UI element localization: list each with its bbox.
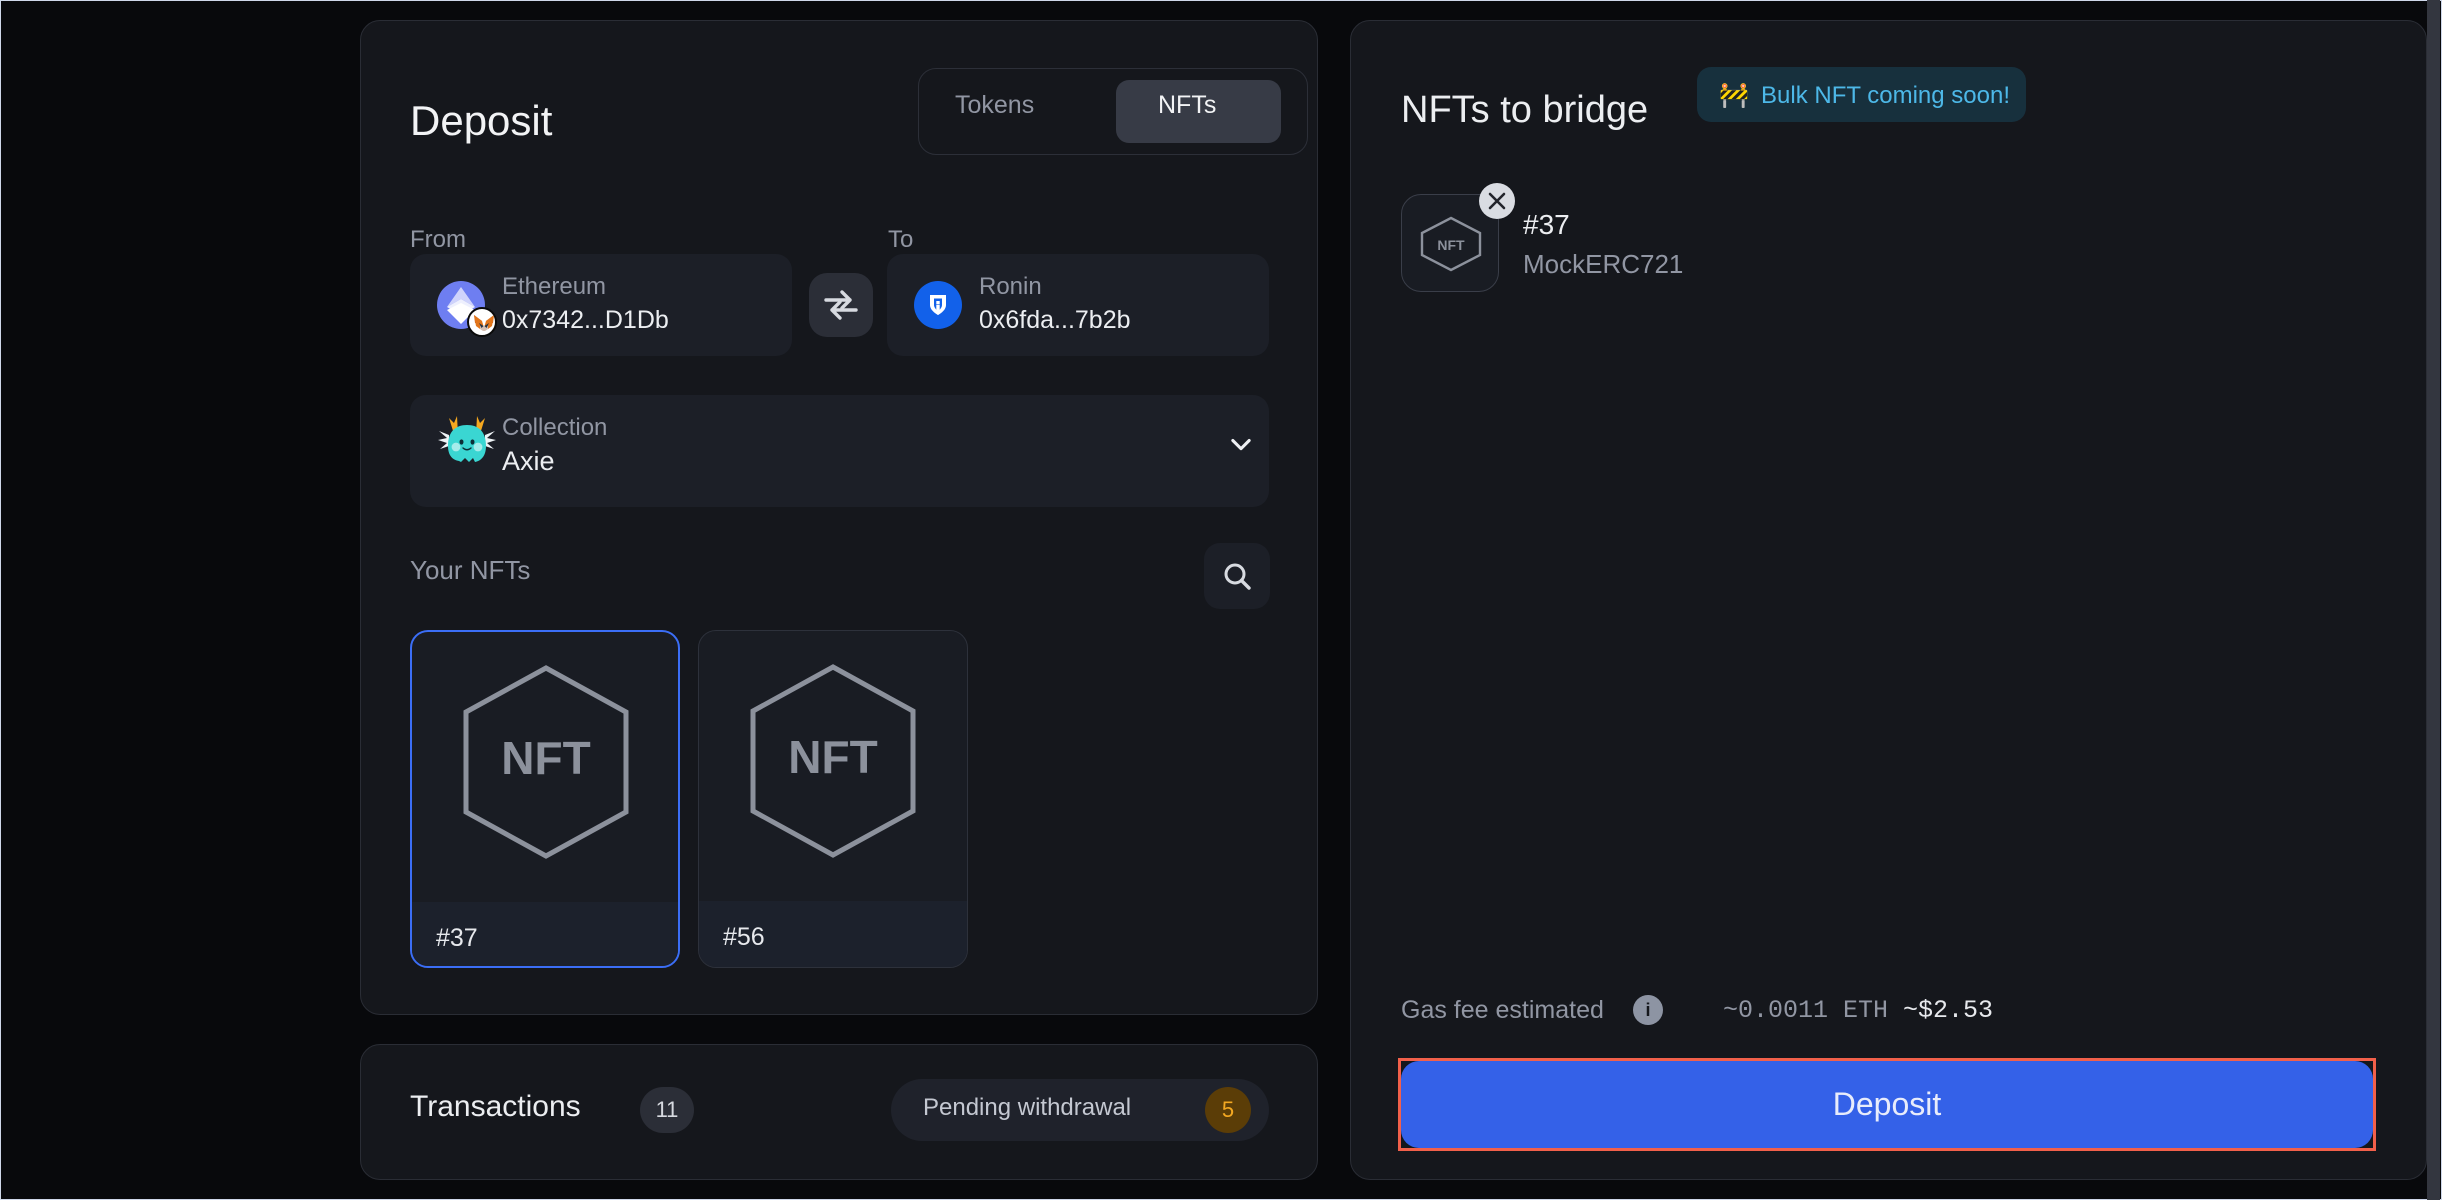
- svg-text:NFT: NFT: [788, 731, 877, 783]
- svg-text:NFT: NFT: [501, 732, 590, 784]
- svg-text:NFT: NFT: [1437, 237, 1465, 253]
